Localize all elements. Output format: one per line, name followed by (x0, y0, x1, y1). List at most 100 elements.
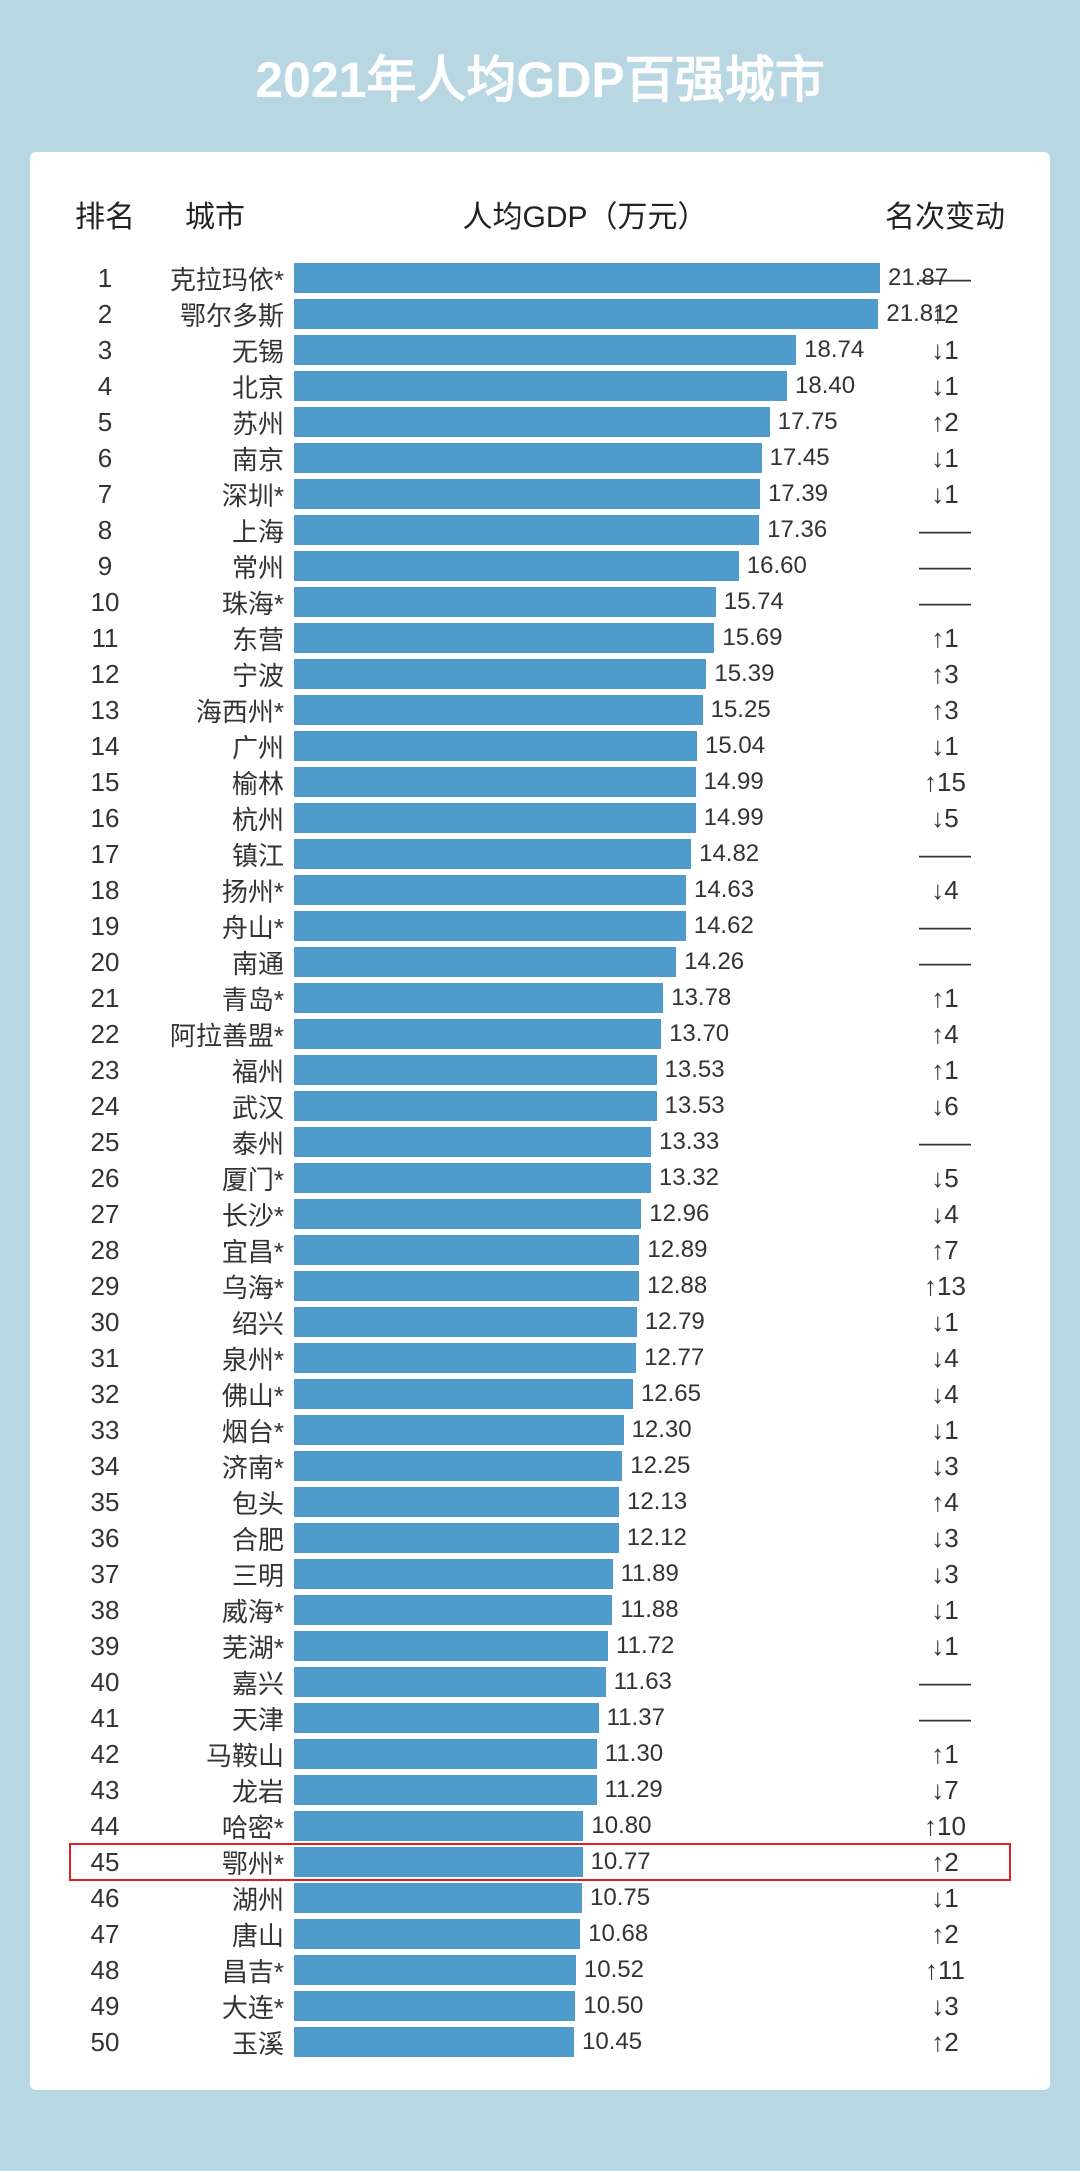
city-cell: 包头 (140, 1484, 290, 1521)
rank-cell: 18 (70, 875, 140, 906)
rank-cell: 29 (70, 1271, 140, 1302)
table-row: 46湖州10.75↓1 (70, 1880, 1010, 1916)
rank-cell: 24 (70, 1091, 140, 1122)
city-cell: 天津 (140, 1700, 290, 1737)
city-cell: 深圳* (140, 476, 290, 513)
table-row: 49大连*10.50↓3 (70, 1988, 1010, 2024)
change-cell: ↑1 (880, 623, 1010, 654)
table-row: 20南通14.26—— (70, 944, 1010, 980)
value-label: 10.77 (591, 1848, 651, 1876)
rank-cell: 27 (70, 1199, 140, 1230)
city-cell: 克拉玛依* (140, 260, 290, 297)
city-cell: 北京 (140, 368, 290, 405)
rank-cell: 50 (70, 2027, 140, 2058)
city-cell: 上海 (140, 512, 290, 549)
table-row: 6南京17.45↓1 (70, 440, 1010, 476)
bar-wrap: 10.77 (294, 1847, 880, 1877)
bar (294, 299, 878, 329)
table-row: 35包头12.13↑4 (70, 1484, 1010, 1520)
change-cell: ↑13 (880, 1271, 1010, 1302)
change-cell: —— (880, 911, 1010, 942)
city-cell: 长沙* (140, 1196, 290, 1233)
change-cell: ↓4 (880, 875, 1010, 906)
value-label: 10.68 (588, 1920, 648, 1948)
bar-wrap: 17.39 (294, 479, 880, 509)
value-label: 12.65 (641, 1380, 701, 1408)
table-row: 13海西州*15.25↑3 (70, 692, 1010, 728)
city-cell: 无锡 (140, 332, 290, 369)
city-cell: 马鞍山 (140, 1736, 290, 1773)
chart-container: 2021年人均GDP百强城市 排名 城市 人均GDP（万元） 名次变动 1克拉玛… (0, 0, 1080, 2120)
change-cell: ↑2 (880, 1847, 1010, 1878)
city-cell: 舟山* (140, 908, 290, 945)
city-cell: 青岛* (140, 980, 290, 1017)
bar (294, 515, 759, 545)
table-row: 4北京18.40↓1 (70, 368, 1010, 404)
table-row: 26厦门*13.32↓5 (70, 1160, 1010, 1196)
bar-wrap: 14.99 (294, 803, 880, 833)
table-row: 30绍兴12.79↓1 (70, 1304, 1010, 1340)
change-cell: ↑2 (880, 1919, 1010, 1950)
value-label: 13.33 (659, 1128, 719, 1156)
bar (294, 407, 770, 437)
rank-cell: 28 (70, 1235, 140, 1266)
rank-cell: 5 (70, 407, 140, 438)
bar-wrap: 10.80 (294, 1811, 880, 1841)
bar (294, 1055, 657, 1085)
bar-wrap: 13.70 (294, 1019, 880, 1049)
table-row: 38威海*11.88↓1 (70, 1592, 1010, 1628)
change-cell: —— (880, 839, 1010, 870)
change-cell: —— (880, 1667, 1010, 1698)
rank-cell: 43 (70, 1775, 140, 1806)
bar (294, 479, 760, 509)
change-cell: ↓4 (880, 1379, 1010, 1410)
bar (294, 875, 686, 905)
value-label: 16.60 (747, 552, 807, 580)
bar (294, 587, 716, 617)
change-cell: ↑7 (880, 1235, 1010, 1266)
bar (294, 1739, 597, 1769)
rank-cell: 9 (70, 551, 140, 582)
bar-wrap: 10.45 (294, 2027, 880, 2057)
bar (294, 1451, 622, 1481)
value-label: 12.30 (632, 1416, 692, 1444)
change-cell: ↓5 (880, 1163, 1010, 1194)
chart-title: 2021年人均GDP百强城市 (30, 40, 1050, 112)
rank-cell: 14 (70, 731, 140, 762)
table-row: 5苏州17.75↑2 (70, 404, 1010, 440)
city-cell: 芜湖* (140, 1628, 290, 1665)
table-row: 12宁波15.39↑3 (70, 656, 1010, 692)
value-label: 17.36 (767, 516, 827, 544)
bar (294, 2027, 574, 2057)
change-cell: ↓1 (880, 1415, 1010, 1446)
rank-cell: 4 (70, 371, 140, 402)
value-label: 12.79 (645, 1308, 705, 1336)
change-cell: ↑3 (880, 695, 1010, 726)
chart-panel: 排名 城市 人均GDP（万元） 名次变动 1克拉玛依*21.87——2鄂尔多斯2… (30, 152, 1050, 2090)
rank-cell: 19 (70, 911, 140, 942)
bar-wrap: 13.33 (294, 1127, 880, 1157)
bar-wrap: 15.39 (294, 659, 880, 689)
value-label: 11.88 (620, 1596, 678, 1624)
city-cell: 海西州* (140, 692, 290, 729)
city-cell: 烟台* (140, 1412, 290, 1449)
table-row: 21青岛*13.78↑1 (70, 980, 1010, 1016)
rank-cell: 40 (70, 1667, 140, 1698)
bar-wrap: 12.96 (294, 1199, 880, 1229)
bar (294, 1091, 657, 1121)
change-cell: ↑4 (880, 1487, 1010, 1518)
bar-wrap: 15.69 (294, 623, 880, 653)
change-cell: ↑1 (880, 983, 1010, 1014)
header-city: 城市 (140, 192, 290, 236)
table-row: 37三明11.89↓3 (70, 1556, 1010, 1592)
bar-wrap: 11.88 (294, 1595, 880, 1625)
value-label: 14.99 (704, 768, 764, 796)
rank-cell: 49 (70, 1991, 140, 2022)
table-row: 47唐山10.68↑2 (70, 1916, 1010, 1952)
city-cell: 大连* (140, 1988, 290, 2025)
bar (294, 1271, 639, 1301)
bar-wrap: 21.87 (294, 263, 880, 293)
bar (294, 947, 676, 977)
bar (294, 911, 686, 941)
city-cell: 三明 (140, 1556, 290, 1593)
